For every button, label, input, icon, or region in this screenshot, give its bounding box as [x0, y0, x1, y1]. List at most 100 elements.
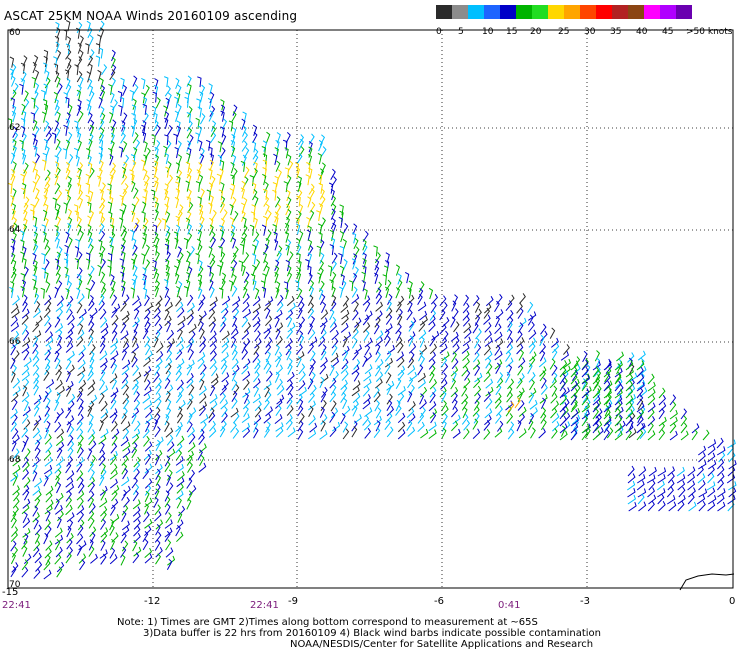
wind-barb	[188, 384, 195, 396]
wind-barb	[230, 252, 237, 264]
wind-barb	[507, 401, 515, 413]
wind-barb	[77, 386, 84, 398]
wind-barb	[23, 399, 29, 412]
wind-barb	[100, 408, 109, 419]
wind-barb	[197, 265, 204, 277]
wind-barb	[275, 356, 282, 368]
wind-barb	[197, 76, 202, 88]
wind-barb	[407, 365, 416, 376]
wind-barb	[308, 279, 315, 292]
colorbar-segment	[500, 5, 516, 19]
wind-barb	[186, 398, 193, 410]
wind-barb	[87, 400, 95, 412]
wind-barb	[77, 139, 82, 152]
wind-barb	[56, 566, 63, 578]
wind-barb	[186, 450, 195, 461]
wind-barb	[156, 342, 164, 353]
wind-barb	[407, 287, 412, 299]
wind-barb	[54, 527, 63, 538]
wind-barb	[21, 187, 26, 199]
wind-barb	[264, 203, 270, 215]
wind-barb	[241, 210, 246, 222]
wind-barb	[54, 225, 59, 237]
wind-barb	[22, 517, 31, 528]
wind-barb	[88, 481, 96, 493]
wind-barb	[65, 168, 71, 180]
wind-barb	[220, 302, 229, 314]
wind-barb	[428, 351, 437, 362]
wind-barb	[485, 357, 492, 369]
wind-barb	[275, 203, 282, 215]
wind-barb	[397, 421, 406, 433]
wind-barb	[250, 273, 256, 285]
wind-barb	[208, 202, 213, 214]
wind-barb	[707, 487, 716, 498]
wind-barb	[473, 351, 480, 363]
wind-barb	[231, 285, 238, 297]
wind-barb	[396, 308, 403, 320]
wind-barb	[464, 328, 472, 339]
wind-barb	[374, 316, 381, 328]
wind-barb	[540, 412, 547, 424]
wind-barb	[298, 138, 304, 151]
wind-barb	[506, 328, 513, 341]
wind-barb	[717, 458, 725, 470]
wind-barb	[45, 331, 54, 342]
wind-barb	[23, 349, 30, 361]
wind-barb	[76, 302, 83, 314]
wind-barb	[329, 377, 337, 389]
wind-barb	[307, 342, 315, 354]
wind-barb	[99, 350, 108, 361]
wind-barb	[175, 525, 181, 537]
wind-barb	[66, 308, 73, 320]
wind-barb	[99, 385, 109, 396]
wind-barb	[308, 392, 315, 403]
wind-barb	[144, 336, 151, 348]
wind-barb	[230, 421, 237, 433]
wind-barb	[55, 469, 62, 481]
wind-barb	[329, 279, 334, 291]
wind-barb	[406, 419, 413, 431]
wind-barb	[647, 388, 656, 399]
wind-barb	[188, 323, 197, 334]
wind-barb	[175, 449, 183, 461]
wind-barb	[110, 140, 115, 152]
longitude-label: 0	[729, 596, 736, 607]
wind-barb	[174, 196, 180, 209]
wind-barb	[274, 196, 281, 208]
wind-barb	[698, 460, 707, 470]
wind-barb	[132, 317, 140, 328]
wind-barb	[308, 405, 314, 417]
wind-barb	[100, 506, 108, 517]
wind-barb	[109, 236, 114, 248]
wind-barb	[187, 201, 194, 213]
wind-barb	[176, 412, 184, 424]
wind-barb	[263, 380, 272, 390]
wind-barb	[219, 160, 225, 172]
wind-barb	[154, 146, 159, 159]
wind-barb	[364, 364, 373, 375]
wind-barb	[252, 264, 257, 277]
wind-barb	[199, 209, 204, 221]
colorbar-segment	[452, 5, 468, 19]
wind-barb	[77, 42, 82, 54]
wind-barb	[65, 496, 73, 508]
wind-barb	[165, 258, 170, 271]
wind-barb	[242, 388, 251, 398]
wind-barb	[716, 494, 725, 505]
wind-barb	[209, 194, 214, 207]
wind-barb	[133, 461, 141, 473]
wind-barb	[187, 188, 192, 201]
wind-barb	[296, 267, 302, 279]
wind-barb	[559, 366, 567, 378]
wind-barb	[64, 69, 70, 81]
wind-barb	[88, 429, 96, 440]
wind-barb	[274, 371, 280, 383]
wind-barb	[32, 505, 39, 517]
wind-barb	[417, 421, 425, 433]
wind-barb	[395, 377, 402, 390]
wind-barb	[332, 222, 337, 234]
wind-barb	[265, 265, 270, 277]
wind-barb	[274, 344, 280, 356]
wind-barb	[164, 377, 171, 389]
